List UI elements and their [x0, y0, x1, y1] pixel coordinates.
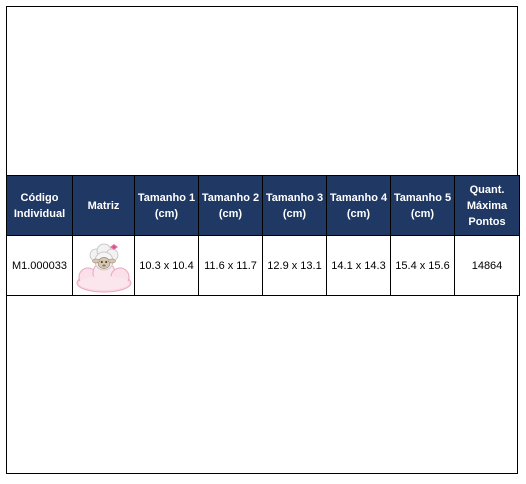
cell-size-1: 10.3 x 10.4: [134, 235, 199, 296]
header-tamanho-5: Tamanho 5 (cm): [390, 175, 455, 236]
header-tamanho-1: Tamanho 1 (cm): [134, 175, 199, 236]
header-codigo: Código Individual: [6, 175, 73, 236]
header-row: Código Individual Matriz Tamanho 1 (cm) …: [6, 175, 520, 236]
header-tamanho-4: Tamanho 4 (cm): [326, 175, 391, 236]
cell-size-5: 15.4 x 15.6: [390, 235, 455, 296]
header-matriz: Matriz: [72, 175, 135, 236]
table-row: M1.000033: [6, 235, 520, 296]
header-tamanho-2: Tamanho 2 (cm): [198, 175, 263, 236]
cell-size-2: 11.6 x 11.7: [198, 235, 263, 296]
cell-size-3: 12.9 x 13.1: [262, 235, 327, 296]
product-table: Código Individual Matriz Tamanho 1 (cm) …: [6, 175, 520, 296]
header-quant-maxima-pontos: Quant. Máxima Pontos: [454, 175, 520, 236]
cell-matriz: [72, 235, 135, 296]
cell-code: M1.000033: [6, 235, 73, 296]
cell-points: 14864: [454, 235, 520, 296]
header-tamanho-3: Tamanho 3 (cm): [262, 175, 327, 236]
cell-size-4: 14.1 x 14.3: [326, 235, 391, 296]
sheep-on-cloud-icon: [76, 243, 131, 292]
